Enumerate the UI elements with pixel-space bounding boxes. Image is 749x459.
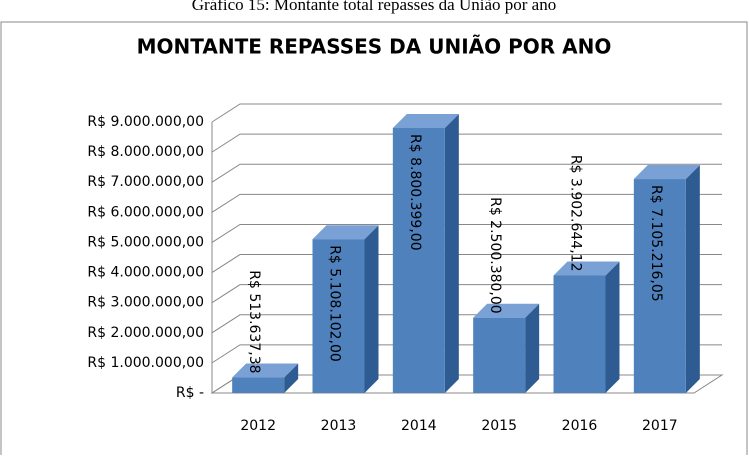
bar (473, 317, 526, 393)
bar-side (605, 261, 620, 393)
caption: Gráfico 15: Montante total repasses da U… (192, 0, 556, 14)
x-tick-label: 2016 (562, 418, 598, 434)
value-label: R$ 7.105.216,05 (648, 185, 664, 302)
grid-line (211, 254, 722, 273)
x-tick-label: 2012 (240, 418, 276, 434)
y-tick-label: R$ 2.000.000,00 (87, 325, 204, 341)
y-tick-label: R$ 6.000.000,00 (87, 204, 204, 220)
value-label: R$ 3.902.644,12 (568, 155, 584, 272)
y-tick-label: R$ 8.000.000,00 (87, 144, 204, 160)
bar-side (685, 165, 700, 393)
y-tick-label: R$ 4.000.000,00 (87, 265, 204, 281)
grid-line (211, 163, 722, 183)
grid-line (211, 193, 722, 213)
grid-line (211, 133, 722, 153)
bar-top (633, 165, 700, 180)
bar (312, 239, 365, 393)
grid-line (211, 223, 722, 243)
y-tick-label: R$ 9.000.000,00 (87, 114, 204, 130)
y-tick-label: R$ 3.000.000,00 (87, 295, 204, 311)
bar-top (312, 225, 379, 240)
bar-side (364, 225, 379, 393)
value-label: R$ 8.800.399,00 (407, 134, 423, 251)
y-tick-label: R$ 1.000.000,00 (87, 355, 204, 371)
x-tick-label: 2013 (321, 418, 357, 434)
bar-top (473, 303, 540, 318)
y-tick-label: R$ 7.000.000,00 (87, 174, 204, 190)
bar-top (553, 261, 620, 276)
x-tick-label: 2017 (642, 418, 678, 434)
bar (232, 377, 285, 393)
chart-title: MONTANTE REPASSES DA UNIÃO POR ANO (137, 35, 612, 59)
value-label: R$ 5.108.102,00 (327, 245, 343, 362)
x-tick-label: 2015 (481, 418, 517, 434)
bar-top (392, 114, 459, 129)
bar-side (284, 363, 299, 393)
value-label: R$ 513.637,38 (246, 270, 262, 373)
bar-side (444, 114, 459, 394)
grid-line (211, 103, 722, 123)
value-label: R$ 2.500.380,00 (487, 197, 503, 314)
y-tick-label: R$ 5.000.000,00 (87, 234, 204, 250)
x-tick-label: 2014 (401, 418, 437, 434)
bar (553, 275, 606, 393)
bar-side (525, 303, 540, 393)
y-tick-label: R$ - (176, 385, 204, 401)
bar (633, 179, 686, 393)
bar (392, 128, 445, 394)
bar-top (232, 363, 299, 378)
